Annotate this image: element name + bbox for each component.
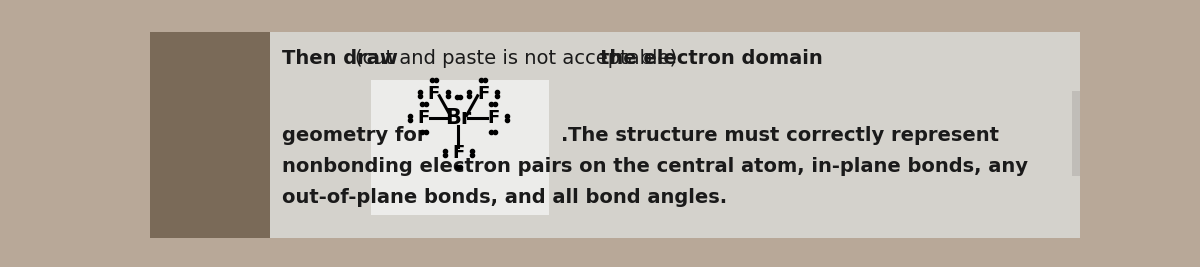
- Bar: [270, 32, 1080, 238]
- Text: Br: Br: [445, 108, 472, 128]
- Bar: [150, 32, 270, 238]
- Text: The structure must correctly represent: The structure must correctly represent: [569, 126, 1000, 145]
- Text: F: F: [418, 109, 430, 127]
- Text: .: .: [560, 126, 582, 145]
- Bar: [1073, 91, 1080, 176]
- Text: nonbonding electron pairs on the central atom, in-plane bonds, any: nonbonding electron pairs on the central…: [282, 157, 1027, 176]
- Text: Then draw: Then draw: [282, 49, 397, 68]
- Text: the electron domain: the electron domain: [600, 49, 822, 68]
- Bar: [371, 80, 550, 214]
- Text: out-of-plane bonds, and all bond angles.: out-of-plane bonds, and all bond angles.: [282, 188, 727, 207]
- Text: F: F: [452, 144, 464, 162]
- Text: (cut and paste is not acceptable): (cut and paste is not acceptable): [355, 49, 678, 68]
- Text: F: F: [427, 85, 440, 103]
- Text: geometry for: geometry for: [282, 126, 426, 145]
- Text: F: F: [487, 109, 499, 127]
- Text: F: F: [476, 85, 490, 103]
